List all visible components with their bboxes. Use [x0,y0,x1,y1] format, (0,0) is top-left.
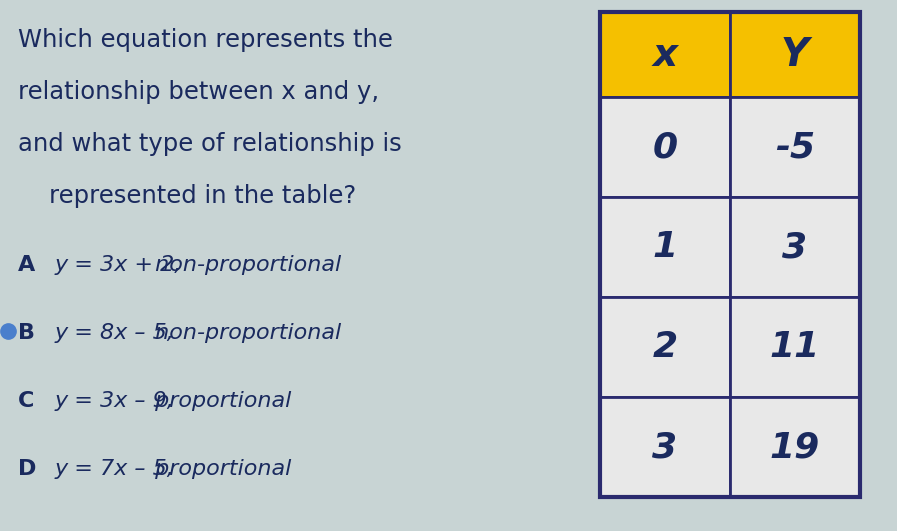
Bar [600,12,730,97]
Text: y = 3x – 9,: y = 3x – 9, [55,391,175,411]
Bar [730,297,860,397]
Text: 11: 11 [770,330,820,364]
Text: 3: 3 [782,230,807,264]
Bar [730,197,860,297]
Text: y = 8x – 5,: y = 8x – 5, [55,323,175,343]
Bar [730,397,860,497]
Text: D: D [18,459,37,479]
Text: 1: 1 [652,230,677,264]
Text: relationship between x and y,: relationship between x and y, [18,80,379,104]
Text: 0: 0 [652,130,677,164]
Bar [600,197,730,297]
Text: x: x [652,36,677,73]
Text: and what type of relationship is: and what type of relationship is [18,132,402,156]
Text: 3: 3 [652,430,677,464]
Bar [600,12,860,497]
Bar [730,97,860,197]
Text: Y: Y [781,36,809,73]
Text: proportional: proportional [149,459,292,479]
Text: represented in the table?: represented in the table? [18,184,356,208]
Text: B: B [18,323,35,343]
Bar [600,297,730,397]
Text: 19: 19 [770,430,820,464]
Text: Which equation represents the: Which equation represents the [18,28,393,52]
Text: C: C [18,391,34,411]
Bar [600,397,730,497]
Text: A: A [18,255,35,275]
Text: proportional: proportional [149,391,292,411]
Text: y = 3x + 2,: y = 3x + 2, [55,255,182,275]
Text: non-proportional: non-proportional [149,323,342,343]
Bar [730,12,860,97]
Text: non-proportional: non-proportional [149,255,342,275]
Text: y = 7x – 5,: y = 7x – 5, [55,459,175,479]
Text: -5: -5 [775,130,815,164]
Bar [600,97,730,197]
Text: 2: 2 [652,330,677,364]
